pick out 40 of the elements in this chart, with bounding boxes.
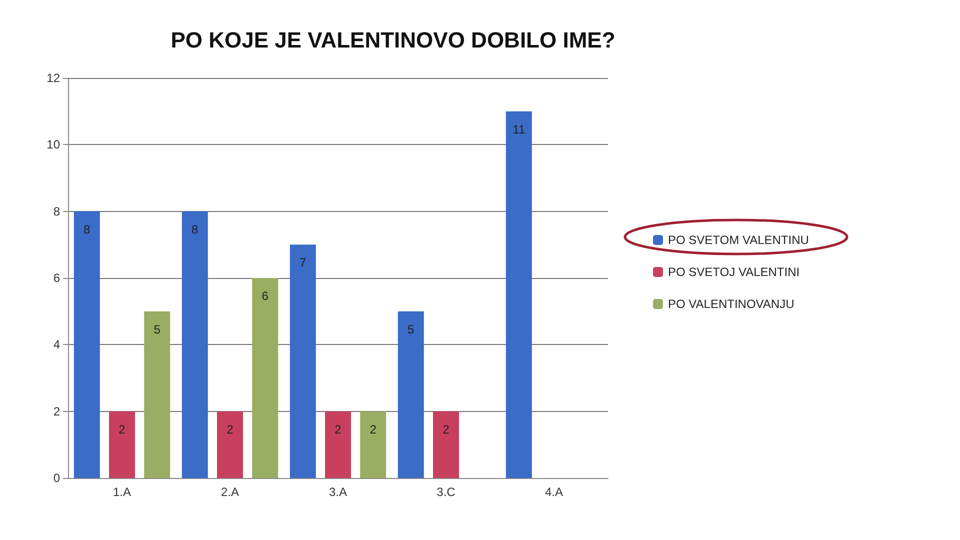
bar <box>252 278 278 478</box>
data-label: 8 <box>84 222 91 236</box>
bar <box>360 411 386 478</box>
y-tick-label: 8 <box>53 204 60 218</box>
bar <box>325 411 351 478</box>
data-label: 5 <box>408 322 415 336</box>
chart-title: PO KOJE JE VALENTINOVO DOBILO IME? <box>170 28 616 52</box>
data-label: 11 <box>512 122 526 136</box>
bar <box>182 211 208 478</box>
data-label: 2 <box>118 422 126 436</box>
y-tick-label: 12 <box>46 71 60 85</box>
bar <box>109 411 135 478</box>
y-tick-label: 2 <box>53 404 60 418</box>
y-tick-label: 6 <box>53 271 60 285</box>
bar <box>217 411 243 478</box>
bar <box>74 211 100 478</box>
bar <box>290 244 316 478</box>
data-label: 2 <box>370 422 377 436</box>
x-tick-label: 3.C <box>436 485 456 499</box>
data-label: 2 <box>442 422 450 436</box>
y-tick-label: 10 <box>46 138 60 152</box>
legend-label: PO SVETOJ VALENTINI <box>668 265 800 279</box>
y-tick-label: 4 <box>53 338 60 352</box>
data-label: 5 <box>154 322 161 336</box>
x-tick-label: 4.A <box>544 485 564 499</box>
bar <box>398 311 424 478</box>
data-label: 8 <box>192 222 199 236</box>
x-tick-label: 1.A <box>112 485 132 499</box>
data-label: 7 <box>300 256 307 270</box>
data-label: 2 <box>334 422 342 436</box>
x-tick-label: 3.A <box>328 485 348 499</box>
data-label: 6 <box>262 289 269 303</box>
data-label: 2 <box>226 422 234 436</box>
x-tick-label: 2.A <box>220 485 240 499</box>
bar <box>433 411 459 478</box>
legend-label: PO SVETOM VALENTINU <box>668 233 809 247</box>
y-tick-label: 0 <box>53 471 60 485</box>
legend-label: PO VALENTINOVANJU <box>668 297 794 311</box>
bar <box>144 311 170 478</box>
bar <box>506 111 532 478</box>
